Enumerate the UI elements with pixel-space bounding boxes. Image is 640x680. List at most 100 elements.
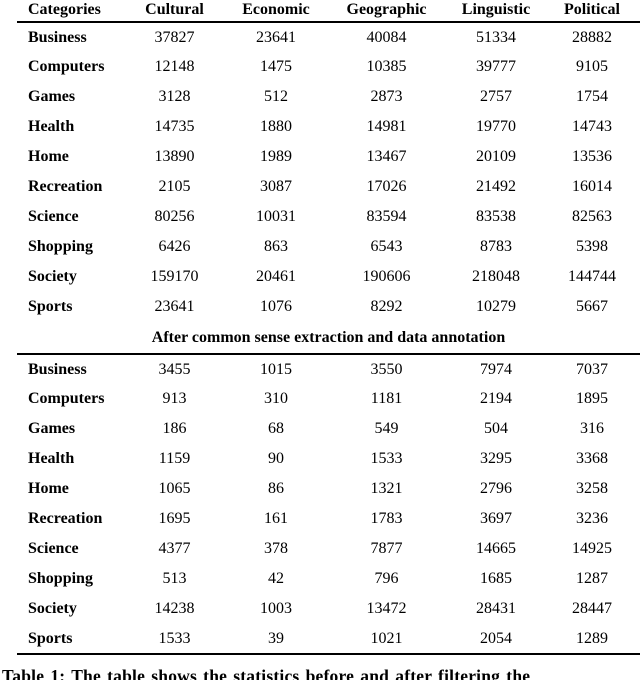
value-cell: 20461: [256, 268, 296, 285]
category-cell: Recreation: [28, 510, 103, 527]
category-cell: Science: [28, 208, 79, 225]
value-cell: 2105: [158, 178, 191, 195]
value-cell: 144744: [568, 268, 616, 285]
table-row: Science 80256 10031 83594 83538 82563: [17, 202, 640, 232]
value-cell: 8292: [370, 298, 403, 315]
after-section-body: Business 3455 1015 3550 7974 7037 Computers 913…: [17, 354, 640, 654]
value-cell: 7037: [576, 360, 608, 378]
table-row: Games 186 68 549 504 316: [17, 414, 640, 444]
value-cell: 504: [484, 420, 508, 437]
value-cell: 6426: [158, 238, 191, 255]
column-header-linguistic: Linguistic: [461, 1, 531, 18]
table-row: Business 3455 1015 3550 7974 7037: [17, 354, 640, 384]
value-cell: 86: [268, 480, 284, 497]
value-cell: 2796: [480, 480, 512, 497]
value-cell: 5667: [576, 298, 608, 315]
category-cell: Science: [28, 540, 79, 557]
value-cell: 2194: [480, 390, 512, 407]
value-cell: 3697: [480, 510, 512, 527]
table-row: Shopping 513 42 796 1685 1287: [17, 564, 640, 594]
value-cell: 39777: [476, 58, 516, 75]
value-cell: 28447: [572, 600, 612, 617]
value-cell: 83538: [476, 208, 516, 225]
category-cell: Society: [28, 600, 77, 617]
value-cell: 2757: [480, 88, 512, 105]
value-cell: 14665: [476, 540, 516, 557]
value-cell: 1015: [260, 360, 292, 378]
value-cell: 23641: [256, 28, 296, 46]
value-cell: 1287: [576, 570, 608, 587]
value-cell: 3368: [576, 450, 608, 467]
section-band: After common sense extraction and data a…: [17, 322, 640, 354]
value-cell: 1533: [370, 450, 403, 467]
value-cell: 549: [374, 420, 399, 437]
value-cell: 13472: [366, 600, 407, 617]
table-row: Computers 12148 1475 10385 39777 9105: [17, 52, 640, 82]
value-cell: 3550: [370, 360, 403, 378]
value-cell: 378: [264, 540, 288, 557]
value-cell: 218048: [472, 268, 520, 285]
value-cell: 39: [268, 629, 284, 647]
value-cell: 2054: [480, 629, 512, 647]
category-cell: Home: [28, 480, 69, 497]
table-row: Sports 1533 39 1021 2054 1289: [17, 624, 640, 654]
table-row: Recreation 1695 161 1783 3697 3236: [17, 504, 640, 534]
value-cell: 1783: [370, 510, 403, 527]
value-cell: 3258: [576, 480, 608, 497]
category-cell: Health: [28, 118, 75, 135]
value-cell: 316: [580, 420, 604, 437]
value-cell: 310: [264, 390, 288, 407]
value-cell: 1895: [576, 390, 608, 407]
value-cell: 5398: [576, 238, 608, 255]
value-cell: 8783: [480, 238, 512, 255]
value-cell: 913: [162, 390, 187, 407]
value-cell: 1289: [576, 629, 608, 647]
value-cell: 161: [264, 510, 288, 527]
table-row: Computers 913 310 1181 2194 1895: [17, 384, 640, 414]
value-cell: 1989: [260, 148, 292, 165]
value-cell: 1533: [158, 629, 191, 647]
table-row: Sports 23641 1076 8292 10279 5667: [17, 292, 640, 322]
value-cell: 1003: [260, 600, 292, 617]
value-cell: 28431: [476, 600, 516, 617]
category-cell: Shopping: [28, 238, 93, 255]
table-head: Categories Cultural Economic Geographic Ling…: [17, 0, 640, 22]
value-cell: 10279: [476, 298, 516, 315]
value-cell: 186: [162, 420, 187, 437]
value-cell: 90: [268, 450, 284, 467]
value-cell: 1475: [260, 58, 292, 75]
value-cell: 190606: [362, 268, 411, 285]
value-cell: 14981: [366, 118, 407, 135]
value-cell: 14238: [154, 600, 195, 617]
column-header-economic: Economic: [242, 1, 310, 18]
value-cell: 23641: [154, 298, 195, 315]
table-row: Recreation 2105 3087 17026 21492 16014: [17, 172, 640, 202]
value-cell: 2873: [370, 88, 403, 105]
category-cell: Business: [28, 360, 87, 378]
value-cell: 3087: [260, 178, 292, 195]
value-cell: 82563: [572, 208, 612, 225]
column-header-cultural: Cultural: [145, 1, 204, 18]
category-cell: Business: [28, 28, 87, 46]
value-cell: 68: [268, 420, 284, 437]
category-cell: Games: [28, 420, 76, 437]
value-cell: 1181: [370, 390, 403, 407]
category-cell: Sports: [28, 629, 73, 647]
table-row: Science 4377 378 7877 14665 14925: [17, 534, 640, 564]
value-cell: 42: [268, 570, 284, 587]
table-row: Business 37827 23641 40084 51334 28882: [17, 22, 640, 52]
value-cell: 1321: [370, 480, 403, 497]
value-cell: 10385: [366, 58, 407, 75]
value-cell: 40084: [366, 28, 407, 46]
category-cell: Society: [28, 268, 77, 285]
value-cell: 1695: [158, 510, 191, 527]
value-cell: 19770: [476, 118, 516, 135]
category-cell: Computers: [28, 390, 105, 407]
value-cell: 1159: [158, 450, 191, 467]
value-cell: 4377: [158, 540, 191, 557]
value-cell: 28882: [572, 28, 612, 46]
value-cell: 13467: [366, 148, 407, 165]
value-cell: 17026: [366, 178, 407, 195]
value-cell: 80256: [154, 208, 195, 225]
category-cell: Shopping: [28, 570, 93, 587]
